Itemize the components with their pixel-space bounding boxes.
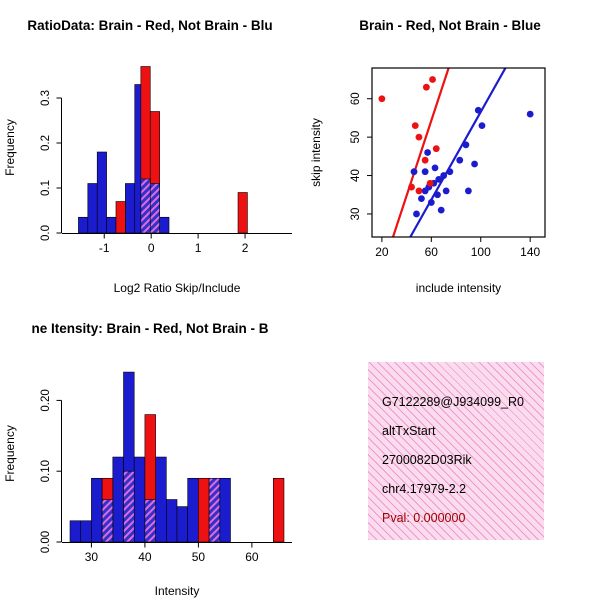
svg-text:include intensity: include intensity bbox=[416, 281, 501, 295]
svg-text:Frequency: Frequency bbox=[3, 119, 17, 176]
svg-text:30: 30 bbox=[85, 550, 99, 564]
svg-text:0.2: 0.2 bbox=[40, 135, 52, 151]
svg-text:Log2 Ratio Skip/Include: Log2 Ratio Skip/Include bbox=[114, 281, 241, 295]
svg-text:0.00: 0.00 bbox=[40, 531, 52, 553]
gene-symbol: 2700082D03Rik bbox=[382, 454, 472, 467]
intensity-histogram: 30 40 50 60 0.00 0.10 0.20 ne Itensity: Brain -… bbox=[3, 321, 292, 598]
svg-text:Frequency: Frequency bbox=[3, 425, 17, 482]
svg-text:60: 60 bbox=[425, 245, 439, 259]
svg-text:0.1: 0.1 bbox=[40, 180, 52, 196]
svg-text:skip intensity: skip intensity bbox=[309, 118, 323, 187]
svg-text:40: 40 bbox=[138, 550, 152, 564]
svg-text:0.0: 0.0 bbox=[40, 225, 52, 241]
svg-text:1: 1 bbox=[195, 241, 202, 255]
svg-text:ne Itensity: Brain - Red, Not: ne Itensity: Brain - Red, Not Brain - B bbox=[31, 321, 268, 336]
log-ratio-histogram: -1 0 1 2 0.0 0.1 0.2 0.3 RatioData: Brain - Red,… bbox=[3, 18, 292, 295]
svg-text:Brain - Red, Not Brain - Blue: Brain - Red, Not Brain - Blue bbox=[359, 18, 541, 33]
svg-text:100: 100 bbox=[471, 245, 491, 259]
svg-text:0.20: 0.20 bbox=[40, 389, 52, 411]
svg-text:60: 60 bbox=[245, 550, 259, 564]
intensity-scatter-plot: 20 60 100 140 30 40 50 60 Brain - Red, Not Brain… bbox=[309, 18, 546, 295]
svg-text:Intensity: Intensity bbox=[155, 584, 200, 598]
svg-text:30: 30 bbox=[350, 208, 362, 221]
svg-text:-1: -1 bbox=[99, 241, 110, 255]
svg-text:50: 50 bbox=[192, 550, 206, 564]
svg-text:0.3: 0.3 bbox=[40, 90, 52, 106]
svg-text:0: 0 bbox=[148, 241, 155, 255]
pvalue: Pval: 0.000000 bbox=[382, 512, 466, 525]
event-type: altTxStart bbox=[382, 425, 436, 438]
info-panel: G7122289@J934099_R0 altTxStart 2700082D0… bbox=[300, 300, 600, 600]
gene-info-box: G7122289@J934099_R0 altTxStart 2700082D0… bbox=[368, 362, 544, 540]
svg-text:60: 60 bbox=[350, 92, 362, 105]
svg-text:50: 50 bbox=[350, 131, 362, 144]
svg-text:2: 2 bbox=[242, 241, 249, 255]
svg-text:0.10: 0.10 bbox=[40, 460, 52, 482]
svg-text:140: 140 bbox=[520, 245, 540, 259]
locus: chr4.17979-2.2 bbox=[382, 483, 467, 496]
svg-text:RatioData: Brain - Red, Not Br: RatioData: Brain - Red, Not Brain - Blu bbox=[27, 18, 272, 33]
svg-text:40: 40 bbox=[350, 169, 362, 182]
svg-text:20: 20 bbox=[375, 245, 389, 259]
probe-id: G7122289@J934099_R0 bbox=[382, 396, 524, 409]
